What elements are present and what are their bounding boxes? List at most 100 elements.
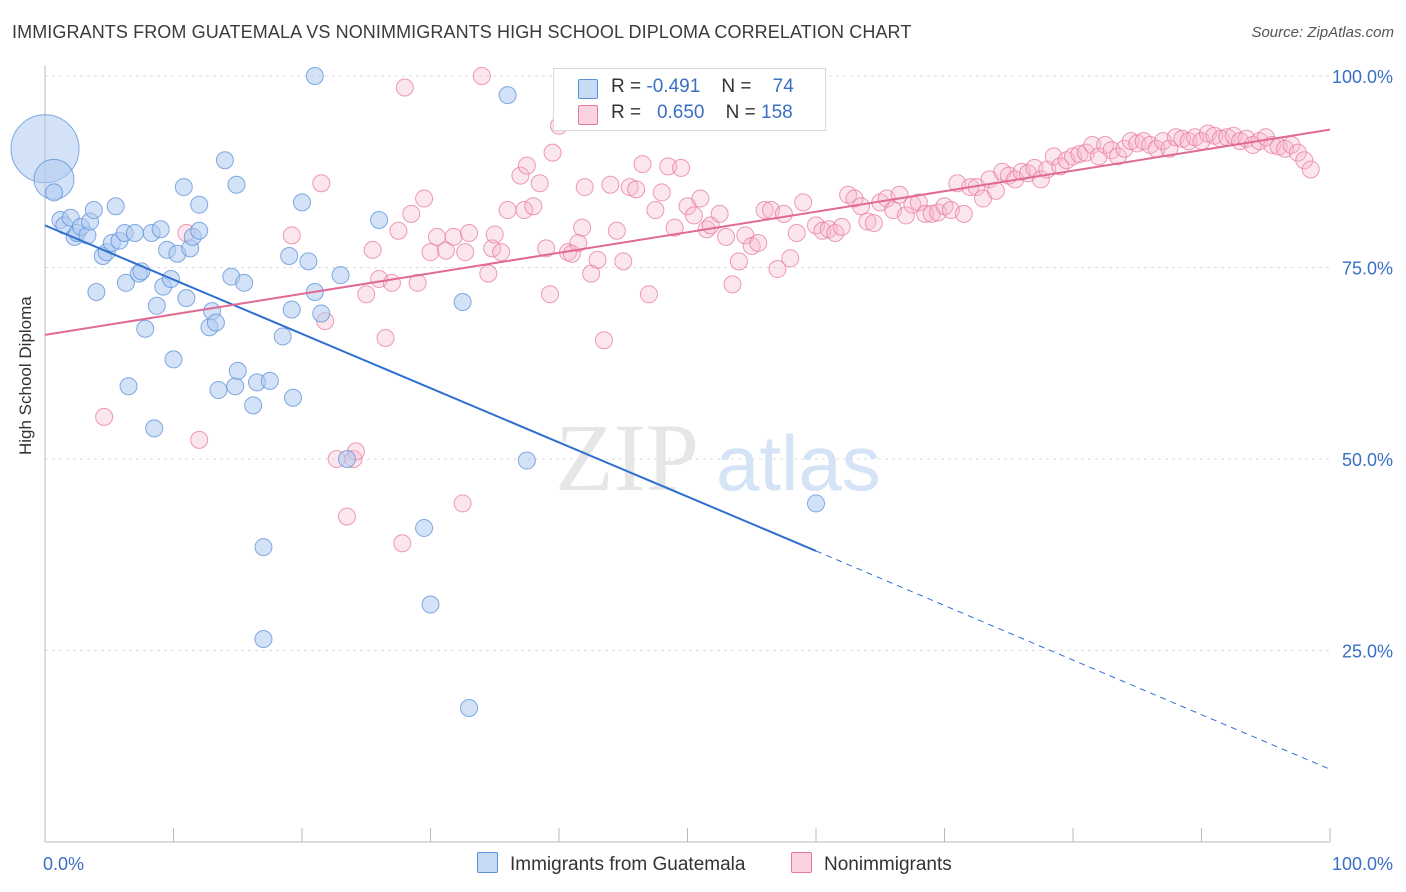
data-point-nonimmigrants (460, 224, 479, 243)
data-point-guatemala (370, 211, 389, 230)
x-tick-label: 0.0% (43, 854, 84, 874)
data-point-nonimmigrants (524, 197, 543, 216)
data-point-nonimmigrants (479, 264, 498, 283)
data-point-nonimmigrants (382, 273, 401, 292)
data-point-nonimmigrants (627, 180, 646, 199)
data-point-guatemala (273, 327, 292, 346)
data-point-nonimmigrants (498, 201, 517, 220)
bottom-legend-swatch-guatemala (477, 852, 498, 873)
data-point-guatemala (260, 371, 279, 390)
y-tick-label: 75.0% (1342, 259, 1393, 279)
data-point-guatemala (116, 273, 135, 292)
data-point-nonimmigrants (794, 193, 813, 212)
data-point-nonimmigrants (543, 143, 562, 162)
legend-r-label: R = (611, 102, 642, 123)
data-point-nonimmigrants (916, 204, 935, 223)
data-point-nonimmigrants (492, 243, 511, 262)
trendline-nonimmigrants (44, 128, 1331, 336)
data-point-nonimmigrants (832, 217, 851, 236)
data-point-guatemala (235, 273, 254, 292)
y-axis-title: High School Diploma (16, 296, 35, 455)
trendline-guatemala-extension (815, 550, 1331, 770)
bottom-legend-guatemala: Immigrants from Guatemala (477, 852, 745, 876)
data-point-nonimmigrants (672, 158, 691, 177)
data-point-guatemala (136, 319, 155, 338)
data-point-nonimmigrants (393, 534, 412, 553)
data-point-nonimmigrants (639, 285, 658, 304)
data-point-nonimmigrants (517, 156, 536, 175)
legend-swatch-nonimmigrants (578, 105, 598, 125)
data-point-nonimmigrants (588, 250, 607, 269)
watermark-atlas: atlas (716, 419, 881, 507)
data-point-nonimmigrants (483, 239, 502, 258)
data-point-guatemala (177, 289, 196, 308)
data-point-nonimmigrants (723, 275, 742, 294)
data-point-nonimmigrants (282, 226, 301, 245)
data-point-guatemala (106, 197, 125, 216)
data-point-nonimmigrants (1160, 139, 1179, 158)
data-point-nonimmigrants (436, 241, 455, 260)
data-point-nonimmigrants (652, 183, 671, 202)
data-point-nonimmigrants (594, 331, 613, 350)
data-point-nonimmigrants (1301, 160, 1320, 179)
data-point-guatemala (164, 350, 183, 369)
data-point-nonimmigrants (575, 178, 594, 197)
data-point-nonimmigrants (389, 221, 408, 240)
data-point-nonimmigrants (337, 507, 356, 526)
data-point-guatemala (517, 451, 536, 470)
data-point-nonimmigrants (1108, 147, 1127, 166)
data-point-nonimmigrants (601, 175, 620, 194)
data-point-nonimmigrants (453, 494, 472, 513)
bottom-legend-nonimmigrants: Nonimmigrants (791, 852, 952, 876)
source-label: Source: ZipAtlas.com (1251, 24, 1394, 41)
data-point-guatemala (125, 224, 144, 243)
data-point-guatemala (190, 195, 209, 214)
data-point-guatemala (498, 86, 517, 105)
x-tick-label: 100.0% (1332, 854, 1393, 874)
data-point-nonimmigrants (607, 221, 626, 240)
chart-title: IMMIGRANTS FROM GUATEMALA VS NONIMMIGRAN… (12, 22, 912, 42)
data-point-nonimmigrants (511, 166, 530, 185)
data-point-guatemala (293, 193, 311, 212)
data-point-nonimmigrants (472, 67, 491, 85)
data-point-guatemala (147, 296, 166, 315)
data-point-nonimmigrants (896, 206, 915, 225)
bottom-legend-swatch-nonimmigrants (791, 852, 812, 873)
data-point-nonimmigrants (909, 193, 928, 212)
correlation-legend: R = -0.491 N = 74 R = 0.650 N = 158 (553, 68, 826, 131)
data-point-nonimmigrants (691, 189, 710, 208)
data-point-nonimmigrants (515, 201, 534, 220)
data-point-nonimmigrants (402, 204, 421, 223)
data-point-nonimmigrants (787, 224, 806, 243)
data-point-nonimmigrants (569, 233, 588, 252)
data-point-nonimmigrants (858, 212, 877, 231)
legend-n-label: N = (721, 76, 752, 97)
data-point-guatemala (254, 630, 273, 649)
bottom-legend-label-guatemala: Immigrants from Guatemala (510, 854, 746, 875)
data-point-nonimmigrants (357, 285, 376, 304)
data-point-guatemala (299, 252, 318, 271)
data-point-nonimmigrants (421, 243, 440, 262)
data-point-guatemala (206, 313, 225, 332)
data-point-guatemala (174, 178, 193, 197)
data-point-guatemala (44, 183, 63, 202)
data-point-nonimmigrants (1070, 145, 1089, 164)
data-point-nonimmigrants (633, 155, 652, 174)
data-point-guatemala (312, 304, 331, 323)
data-point-guatemala (84, 201, 103, 220)
data-point-guatemala (337, 450, 356, 468)
data-point-nonimmigrants (646, 201, 665, 220)
legend-n-value: 158 (761, 102, 793, 123)
data-point-nonimmigrants (954, 204, 973, 223)
legend-n-value: 74 (772, 76, 794, 97)
data-point-nonimmigrants (456, 243, 475, 262)
data-point-guatemala (119, 377, 138, 396)
data-point-nonimmigrants (530, 174, 549, 193)
data-point-nonimmigrants (729, 252, 748, 271)
data-point-nonimmigrants (190, 430, 209, 449)
data-point-nonimmigrants (768, 260, 787, 279)
watermark-zip: ZIP (555, 404, 699, 511)
y-tick-label: 25.0% (1342, 642, 1393, 662)
data-point-guatemala (305, 67, 324, 85)
data-point-nonimmigrants (717, 227, 736, 246)
